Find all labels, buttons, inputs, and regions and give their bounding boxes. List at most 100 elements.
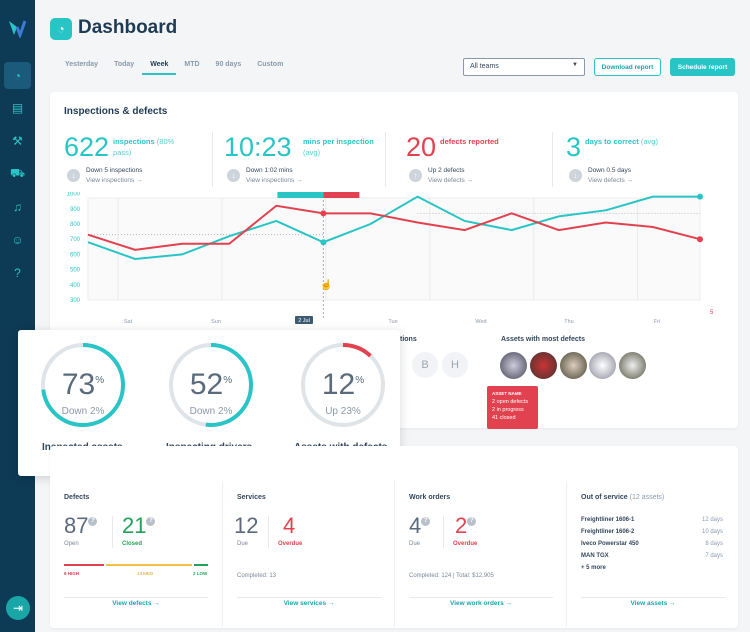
data-point: [320, 239, 327, 246]
tab-today[interactable]: Today: [114, 61, 135, 68]
assets-most-defects-title: Assets with most defects: [501, 336, 586, 343]
chevron-down-icon: ▼: [572, 62, 578, 68]
gauge-ring: [41, 343, 125, 427]
kpi: 622 inspections (80% pass) ↓ Down 5 insp…: [64, 132, 234, 187]
view-assets-link[interactable]: View assets →: [630, 600, 676, 607]
tab-week[interactable]: Week: [142, 61, 177, 75]
tooltip-line: 2 in progress: [492, 407, 524, 413]
kpi-label: mins per inspection (avg): [303, 137, 374, 157]
x-highlight-badge: [295, 316, 313, 324]
series-line: [87, 204, 701, 251]
services-completed: Completed: 13: [237, 573, 277, 579]
tooltip-line: 41 closed: [492, 415, 516, 421]
gauge-ring: [169, 343, 253, 427]
tab-mtd[interactable]: MTD: [184, 61, 200, 68]
y-tick-label: 400: [70, 283, 81, 289]
work-orders-completed: Completed: 124 | Total: $12,905: [409, 573, 494, 579]
services-title: Services: [237, 494, 266, 501]
schedule-report-button[interactable]: Schedule report: [670, 58, 735, 76]
open-defects-count: 87?: [64, 513, 98, 539]
gauges-panel: 73% Down 2% Inspected assets 52% Down 2%…: [18, 330, 400, 476]
asset-avatar[interactable]: [530, 352, 557, 379]
letter-avatar[interactable]: B: [412, 352, 438, 378]
work-orders-title: Work orders: [409, 494, 451, 501]
arrow-down-icon: ↓: [569, 169, 582, 182]
oos-item[interactable]: MAN TGX 7 days: [581, 553, 723, 559]
gauge-delta: Up 23%: [325, 406, 361, 417]
closed-label: Closed: [122, 541, 143, 547]
work-orders-overdue-count: 2?: [455, 513, 477, 539]
date-range-tabs: Yesterday Today Week MTD 90 days Custom: [57, 61, 291, 75]
asset-avatar[interactable]: [589, 352, 616, 379]
due-label: Due: [237, 541, 249, 547]
asset-avatar[interactable]: [500, 352, 527, 379]
tab-90-days[interactable]: 90 days: [215, 61, 242, 68]
view-work-orders-link[interactable]: View work orders →: [449, 600, 512, 607]
team-select[interactable]: All teams ▼: [463, 58, 585, 76]
info-icon: ?: [421, 517, 431, 526]
info-icon: ?: [88, 517, 98, 526]
gauge-delta: Down 2%: [189, 406, 233, 417]
kpi-link[interactable]: View inspections →: [86, 177, 143, 184]
open-label: Open: [64, 541, 79, 547]
asset-avatar[interactable]: [619, 352, 646, 379]
out-of-service-section: Out of service (12 assets) Freightliner …: [566, 481, 738, 627]
overdue-label: Overdue: [278, 541, 303, 547]
sidebar-bell-icon[interactable]: ♫: [13, 199, 22, 214]
letter-avatar[interactable]: H: [442, 352, 468, 378]
defects-section: Defects 87? Open 21? Closed 6 HIGH 13 ME…: [50, 481, 222, 627]
x-tick-label: Wed: [475, 319, 486, 325]
inspections-defects-chart: 300 400 500 600 700 800 900 1000 Sat Sun 2 Jul Tue W…: [67, 192, 714, 325]
gauge-value: 52%: [189, 368, 233, 401]
kpi-delta: Down 0.5 days: [588, 167, 631, 174]
tab-yesterday[interactable]: Yesterday: [65, 61, 99, 68]
x-tick-label: Sun: [211, 319, 221, 325]
plot-area: [87, 197, 701, 301]
y-tick-label: 900: [70, 207, 81, 213]
data-point: [697, 236, 703, 243]
tab-custom[interactable]: Custom: [257, 61, 284, 68]
oos-item[interactable]: Freightliner 1606-1 12 days: [581, 517, 723, 523]
y-tick-label: 800: [70, 222, 81, 228]
info-icon: ?: [467, 517, 477, 526]
kpi-link[interactable]: View defects →: [588, 177, 634, 184]
gauge: 73% Down 2%: [38, 340, 128, 430]
arrow-down-icon: ↓: [67, 169, 80, 182]
view-services-link[interactable]: View services →: [283, 600, 335, 607]
high-severity: 6 HIGH: [64, 571, 80, 576]
services-section: Services 12 Due 4 Overdue Completed: 13 …: [222, 481, 394, 627]
kpi-link[interactable]: View inspections →: [246, 177, 303, 184]
sidebar-truck-icon[interactable]: ⛟: [9, 165, 26, 180]
services-overdue-count: 4: [283, 513, 296, 538]
gauge-delta: Down 2%: [61, 406, 105, 417]
sidebar-dashboard-icon[interactable]: ◔: [4, 62, 31, 89]
download-report-button[interactable]: Download report: [594, 58, 661, 76]
view-defects-link[interactable]: View defects →: [112, 600, 160, 607]
kpi-delta: Down 5 inspections: [86, 167, 143, 174]
x-tick-label: Thu: [564, 319, 573, 325]
team-select-value: All teams: [470, 63, 499, 70]
right-axis-tick: 5: [710, 310, 714, 316]
more-assets-link[interactable]: + 5 more: [581, 565, 606, 571]
sidebar-wrench-icon[interactable]: ⚒: [12, 133, 23, 148]
tooltip-tab-inspections: [277, 192, 324, 198]
dashboard-header-icon: ◔: [50, 18, 72, 40]
oos-item[interactable]: Freightliner 1606-2 10 days: [581, 529, 723, 535]
arrow-down-icon: ↓: [227, 169, 240, 182]
kpi-value: 622: [64, 132, 110, 162]
oos-item[interactable]: Iveco Powerstar 450 8 days: [581, 541, 723, 547]
sidebar-user-icon[interactable]: ☺: [11, 232, 24, 247]
y-tick-label: 300: [70, 298, 81, 304]
collapse-sidebar-icon[interactable]: ⇥: [6, 596, 30, 620]
kpi-link[interactable]: View defects →: [428, 177, 474, 184]
gauge: 12% Up 23%: [298, 340, 388, 430]
sidebar-help-icon[interactable]: ?: [14, 265, 21, 280]
kpi: 20 defects reported ↑ Up 2 defects View …: [406, 132, 576, 187]
y-tick-label: 600: [70, 252, 81, 258]
kpi-delta: Up 2 defects: [428, 167, 465, 174]
x-tick-label: 2 Jul: [298, 318, 310, 324]
logo-icon: [9, 20, 26, 38]
defects-title: Defects: [64, 494, 90, 501]
asset-avatar[interactable]: [560, 352, 587, 379]
sidebar-clipboard-check-icon[interactable]: ▤: [11, 100, 24, 115]
